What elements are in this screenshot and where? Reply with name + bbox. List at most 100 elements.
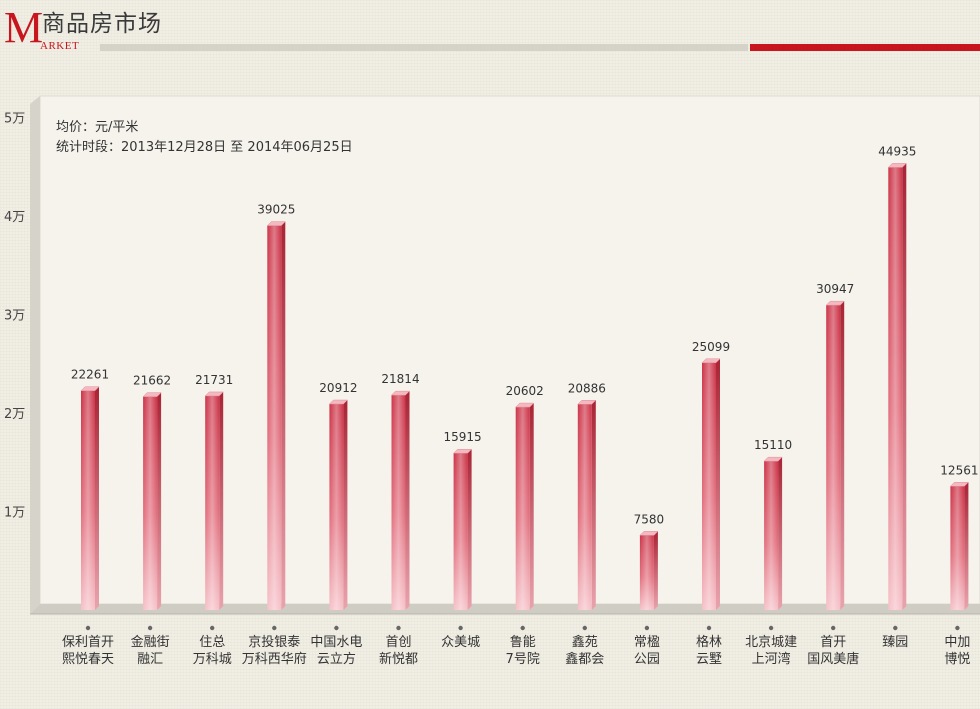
- bar-top: [701, 358, 721, 364]
- x-category-label: 博悦: [944, 652, 970, 667]
- bar-side: [157, 392, 162, 610]
- bar-top: [266, 221, 286, 226]
- x-tick-dot: [768, 625, 774, 631]
- bar-side: [964, 482, 969, 610]
- bar-side: [778, 457, 783, 610]
- bar-side: [219, 391, 224, 610]
- x-category-label: 融汇: [137, 652, 163, 667]
- bar: 21662: [133, 374, 171, 610]
- x-tick-dot: [396, 625, 401, 631]
- y-tick-label: 4万: [4, 210, 25, 225]
- x-category-label: 公园: [634, 652, 660, 667]
- bar: 21814: [381, 372, 420, 610]
- x-category-label: 金融街: [131, 634, 170, 650]
- period-note: 统计时段：2013年12月28日 至 2014年06月25日: [56, 140, 353, 155]
- x-category-label: 7号院: [506, 652, 540, 667]
- bar-side: [281, 221, 286, 610]
- bar-top: [142, 392, 162, 397]
- x-category-label: 鑫都会: [565, 651, 604, 667]
- x-tick-dot: [644, 625, 650, 631]
- bar-side: [467, 449, 472, 610]
- bar-shine: [764, 461, 779, 610]
- y-tick-label: 3万: [4, 309, 25, 324]
- bar-top: [452, 448, 473, 454]
- logo-letter: M: [4, 3, 44, 52]
- bar-top: [204, 391, 224, 397]
- bar-top: [328, 399, 349, 405]
- bar-value-label: 15915: [444, 430, 482, 444]
- bar-value-label: 12561: [940, 463, 978, 477]
- bar: 7580: [634, 512, 664, 610]
- x-category-label: 常楹: [634, 634, 660, 650]
- bar-shine: [515, 407, 530, 610]
- bar-shine: [81, 390, 95, 610]
- bar-side: [653, 531, 658, 610]
- bar-side: [529, 403, 534, 610]
- bar-side: [343, 400, 348, 610]
- header-rule-red: [750, 44, 980, 51]
- bar-top: [80, 386, 100, 391]
- bar-top: [515, 402, 535, 408]
- y-tick-label: 2万: [4, 407, 25, 422]
- bar-value-label: 44935: [878, 144, 916, 158]
- x-category-label: 格林: [696, 634, 722, 650]
- y-tick-label: 5万: [4, 112, 25, 127]
- bar-shine: [702, 362, 716, 610]
- x-category-label: 上河湾: [752, 651, 791, 667]
- bar-value-label: 20912: [319, 381, 357, 395]
- bar-side: [95, 386, 99, 610]
- bar-shine: [639, 535, 654, 610]
- x-category-label: 首开: [820, 635, 846, 650]
- bar-side: [902, 163, 907, 610]
- x-category-label: 众美城: [441, 635, 480, 650]
- bar-shine: [267, 225, 282, 610]
- x-category-label: 新悦都: [379, 651, 418, 667]
- unit-note: 均价：元/平米: [56, 120, 139, 135]
- chart-left-wall: [30, 96, 40, 614]
- x-category-label: 保利首开: [62, 635, 114, 650]
- x-category-label: 鲁能: [510, 635, 536, 650]
- bar-value-label: 21662: [133, 374, 171, 388]
- x-category-label: 鑫苑: [572, 634, 598, 650]
- x-category-label: 万科城: [193, 652, 232, 667]
- x-tick-dot: [85, 625, 91, 631]
- bar: 15915: [444, 430, 482, 610]
- bar-side: [591, 400, 596, 610]
- bar: 44935: [878, 144, 916, 610]
- bar-value-label: 30947: [816, 282, 854, 296]
- bar-value-label: 15110: [754, 438, 792, 452]
- bar-shine: [453, 453, 468, 610]
- bar-shine: [205, 395, 220, 610]
- x-category-label: 云立方: [317, 651, 356, 667]
- x-category-label: 国风美唐: [807, 651, 859, 667]
- bar-shine: [826, 305, 841, 610]
- x-category-label: 臻园: [882, 635, 908, 650]
- bar-shine: [329, 404, 344, 610]
- bar-shine: [888, 167, 903, 610]
- page-title: 商品房市场: [42, 11, 162, 37]
- bar-top: [390, 390, 411, 396]
- x-tick-dot: [582, 625, 587, 631]
- bar-value-label: 21731: [195, 373, 233, 387]
- x-tick-dot: [458, 625, 463, 631]
- bar-top: [577, 400, 597, 405]
- x-category-label: 中国水电: [310, 635, 362, 650]
- bar-shine: [391, 395, 406, 610]
- bar-shine: [143, 396, 158, 610]
- x-tick-dot: [520, 625, 525, 631]
- bar: 20602: [506, 384, 544, 610]
- bar-shine: [950, 486, 965, 610]
- x-tick-dot: [272, 625, 277, 631]
- bar: 30947: [816, 282, 854, 610]
- x-category-label: 首创: [385, 635, 411, 650]
- bars-layer: 22261 21662 21731 39025 20912 21814 15915 20602…: [71, 144, 978, 610]
- x-tick-dot: [955, 625, 960, 631]
- x-tick-dot: [893, 625, 898, 631]
- bar: 39025: [257, 203, 295, 610]
- bar-top: [949, 482, 970, 487]
- bar-value-label: 20602: [506, 384, 544, 398]
- bar: 25099: [692, 340, 730, 610]
- x-tick-dot: [831, 625, 836, 631]
- x-category-label: 中加: [944, 635, 970, 650]
